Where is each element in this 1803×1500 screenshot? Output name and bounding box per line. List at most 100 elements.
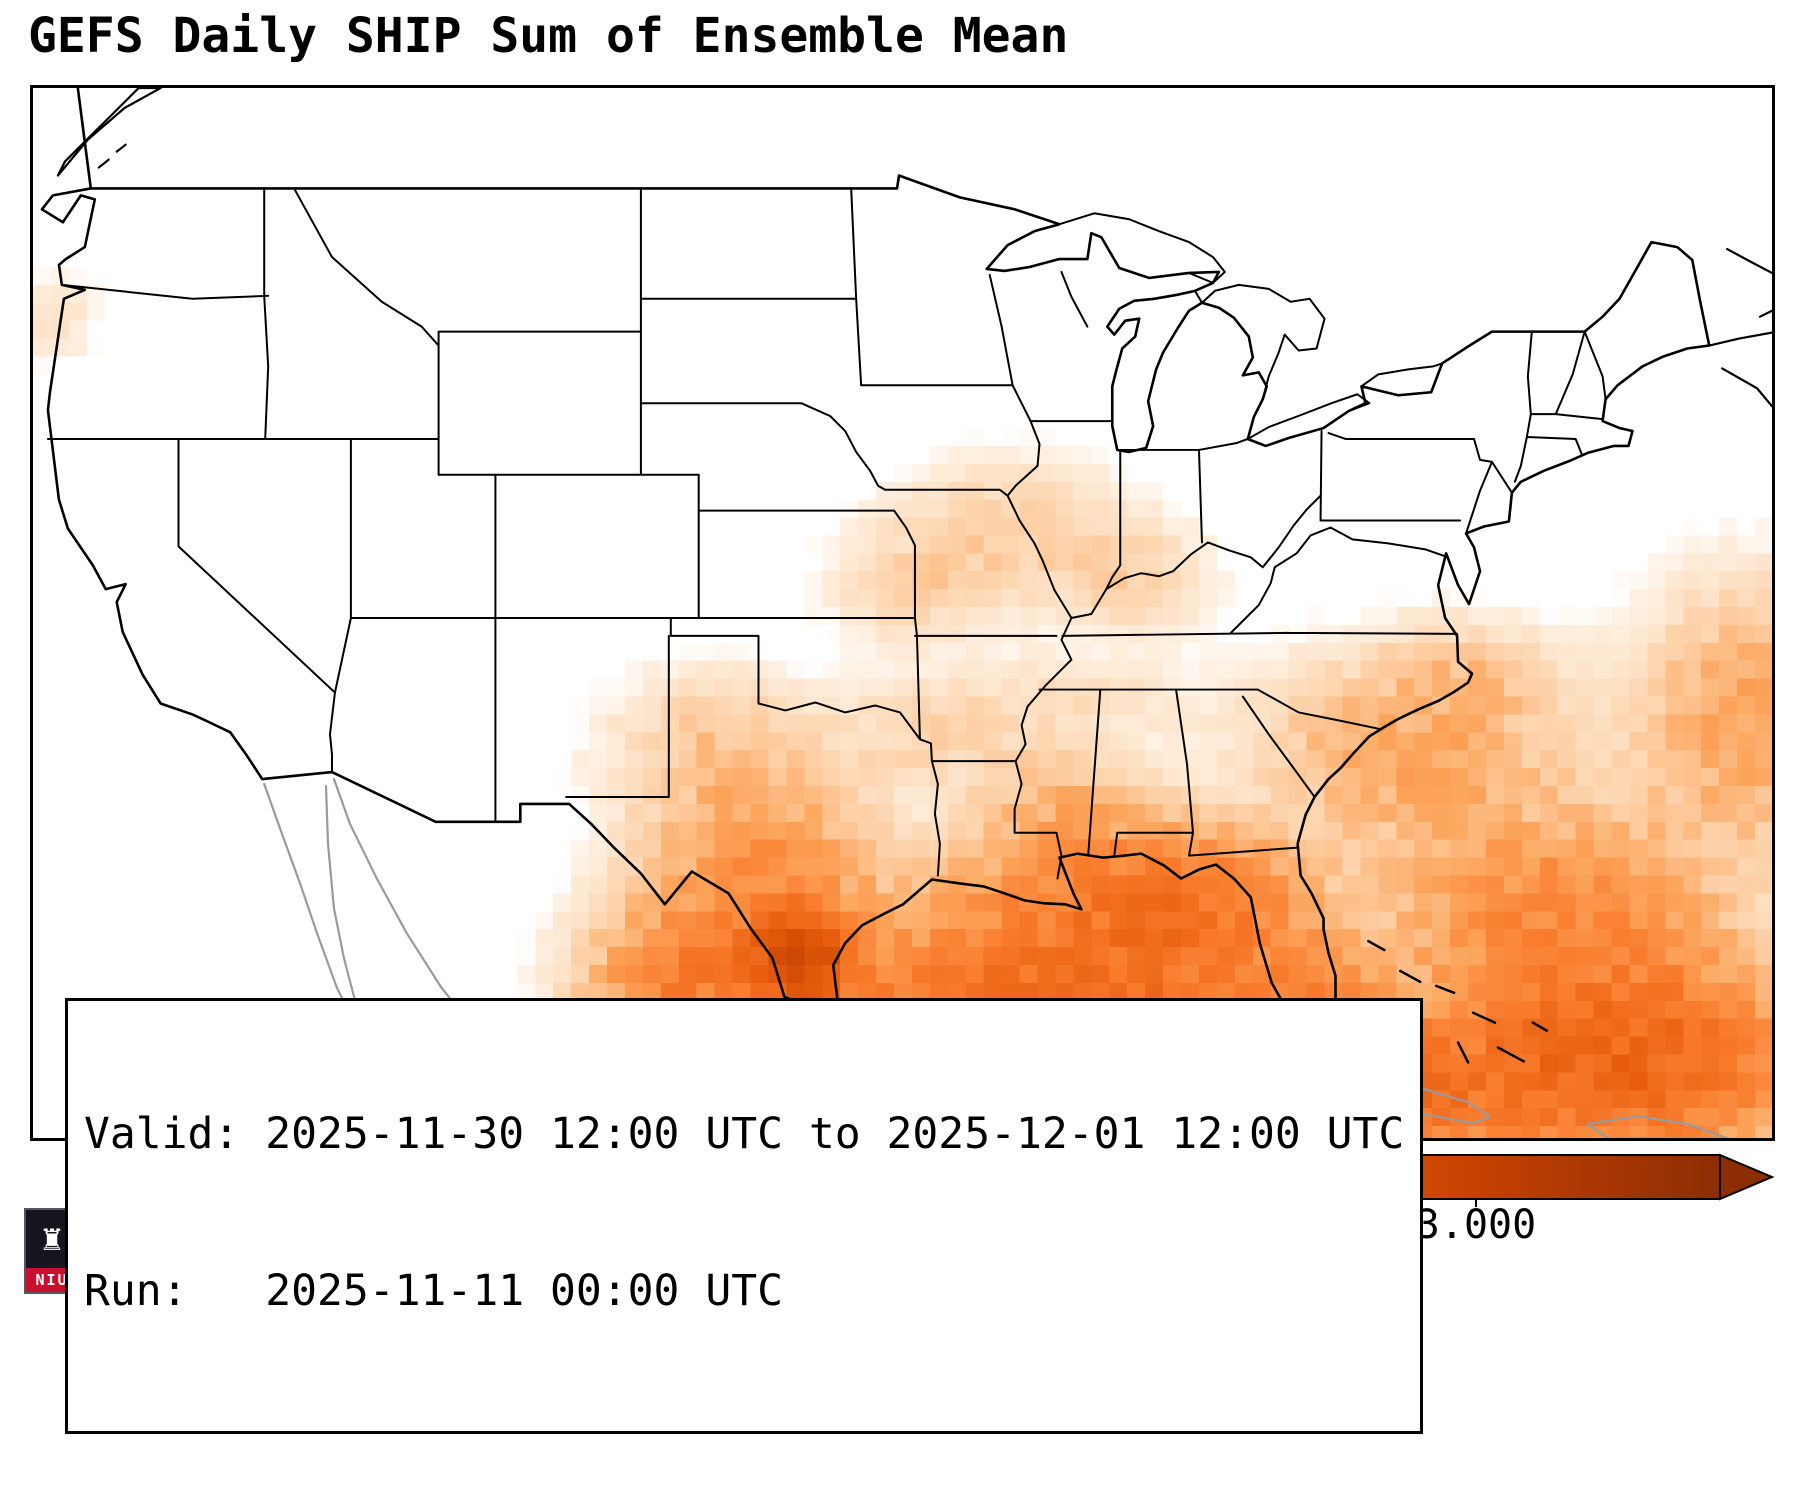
heatmap-cell: [571, 875, 590, 894]
heatmap-cell: [1145, 964, 1164, 983]
heatmap-cell: [1145, 768, 1164, 787]
heatmap-cell: [1737, 1108, 1756, 1127]
heatmap-cell: [876, 750, 895, 769]
heatmap-cell: [678, 714, 697, 733]
heatmap-cell: [1019, 607, 1038, 625]
heatmap-cell: [1629, 714, 1648, 733]
heatmap-cell: [1109, 857, 1128, 876]
heatmap-cell: [1378, 607, 1397, 625]
heatmap-cell: [1216, 732, 1235, 751]
heatmap-cell: [786, 893, 805, 912]
heatmap-cell: [1521, 1072, 1540, 1091]
heatmap-cell: [696, 768, 715, 787]
heatmap-cell: [1252, 696, 1271, 715]
heatmap-cell: [1719, 821, 1738, 840]
heatmap-cell: [804, 964, 823, 983]
heatmap-cell: [1611, 1126, 1630, 1138]
heatmap-cell: [1270, 893, 1289, 912]
heatmap-cell: [1145, 607, 1164, 625]
heatmap-cell: [678, 947, 697, 965]
heatmap-cell: [929, 499, 948, 518]
heatmap-cell: [858, 642, 877, 661]
heatmap-cell: [1055, 786, 1074, 804]
heatmap-cell: [1593, 732, 1612, 751]
heatmap-cell: [894, 571, 912, 590]
heatmap-cell: [1503, 786, 1522, 804]
heatmap-cell: [696, 947, 715, 965]
heatmap-cell: [840, 803, 859, 822]
heatmap-cell: [1127, 714, 1146, 733]
heatmap-cell: [1539, 768, 1558, 787]
heatmap-cell: [1163, 982, 1182, 1001]
heatmap-cell: [1629, 571, 1648, 590]
heatmap-cell: [1414, 929, 1433, 948]
heatmap-cell: [1306, 607, 1325, 625]
heatmap-cell: [1001, 642, 1020, 661]
heatmap-cell: [1306, 911, 1325, 930]
heatmap-cell: [1288, 875, 1307, 894]
heatmap-cell: [642, 768, 661, 787]
heatmap-cell: [1629, 589, 1648, 608]
heatmap-cell: [571, 839, 590, 858]
heatmap-cell: [1468, 911, 1486, 930]
heatmap-cell: [929, 642, 948, 661]
heatmap-cell: [1163, 678, 1182, 697]
heatmap-cell: [1001, 875, 1020, 894]
heatmap-cell: [876, 714, 895, 733]
heatmap-cell: [929, 964, 948, 983]
heatmap-cell: [86, 338, 105, 357]
heatmap-cell: [1055, 571, 1074, 590]
heatmap-cell: [1701, 821, 1720, 840]
heatmap-cell: [1252, 875, 1271, 894]
heatmap-cell: [1468, 875, 1486, 894]
heatmap-cell: [1503, 624, 1522, 643]
heatmap-cell: [1091, 821, 1110, 840]
heatmap-cell: [1109, 768, 1128, 787]
heatmap-cell: [876, 857, 895, 876]
heatmap-cell: [1629, 803, 1648, 822]
heatmap-cell: [1127, 893, 1146, 912]
heatmap-cell: [1252, 732, 1271, 751]
heatmap-cell: [1163, 571, 1182, 590]
heatmap-cell: [911, 768, 930, 787]
heatmap-cell: [589, 732, 608, 751]
heatmap-cell: [894, 553, 912, 572]
heatmap-cell: [965, 714, 984, 733]
heatmap-cell: [1109, 821, 1128, 840]
heatmap-cell: [1145, 714, 1164, 733]
heatmap-cell: [714, 642, 733, 661]
heatmap-cell: [678, 821, 697, 840]
heatmap-cell: [589, 786, 608, 804]
heatmap-cell: [1737, 571, 1756, 590]
heatmap-cell: [1091, 660, 1110, 679]
heatmap-cell: [1145, 982, 1164, 1001]
heatmap-cell: [1719, 571, 1738, 590]
heatmap-cell: [1342, 964, 1361, 983]
heatmap-cell: [1181, 517, 1199, 536]
heatmap-cell: [1181, 982, 1199, 1001]
heatmap-cell: [1342, 947, 1361, 965]
heatmap-cell: [1701, 1000, 1720, 1019]
heatmap-cell: [983, 660, 1002, 679]
heatmap-cell: [983, 947, 1002, 965]
heatmap-cell: [1468, 1090, 1486, 1109]
heatmap-cell: [607, 821, 625, 840]
heatmap-cell: [1091, 481, 1110, 500]
heatmap-cell: [1468, 1072, 1486, 1091]
heatmap-cell: [1073, 678, 1092, 697]
heatmap-cell: [1091, 571, 1110, 590]
heatmap-cell: [1611, 1036, 1630, 1055]
heatmap-cell: [1019, 732, 1038, 751]
heatmap-cell: [983, 624, 1002, 643]
heatmap-cell: [1755, 964, 1772, 983]
heatmap-cell: [894, 750, 912, 769]
heatmap-cell: [786, 947, 805, 965]
heatmap-cell: [929, 947, 948, 965]
heatmap-cell: [1252, 982, 1271, 1001]
heatmap-cell: [1755, 947, 1772, 965]
heatmap-cell: [840, 607, 859, 625]
heatmap-cell: [1683, 1036, 1702, 1055]
heatmap-cell: [1719, 982, 1738, 1001]
heatmap-cell: [1665, 768, 1684, 787]
heatmap-cell: [1342, 786, 1361, 804]
